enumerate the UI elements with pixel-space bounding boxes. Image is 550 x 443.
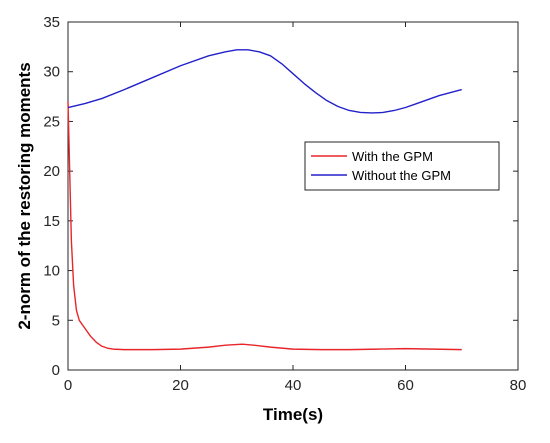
legend-label-2: Without the GPM — [352, 168, 451, 183]
y-axis-label: 2-norm of the restoring moments — [15, 62, 34, 329]
x-tick-label: 40 — [285, 377, 302, 394]
series-line-1 — [67, 101, 462, 351]
y-tick-label: 15 — [43, 213, 60, 230]
y-tick-label: 35 — [43, 14, 60, 31]
x-tick-label: 0 — [64, 377, 72, 394]
y-tick-label: 30 — [43, 64, 60, 81]
legend: With the GPM Without the GPM — [304, 141, 500, 191]
x-tick-label: 20 — [172, 377, 189, 394]
y-tick-label: 5 — [52, 312, 60, 329]
series-layer — [67, 49, 462, 351]
y-tick-label: 10 — [43, 263, 60, 280]
y-tick-label: 0 — [52, 362, 60, 379]
plot-frame — [67, 21, 519, 371]
x-tick-label: 80 — [510, 377, 527, 394]
legend-box — [304, 141, 500, 191]
series-line-2 — [67, 49, 462, 114]
y-tick-label: 25 — [43, 113, 60, 130]
x-axis-label: Time(s) — [263, 405, 323, 424]
axis-ticks: 0 20 40 60 80 0 5 10 15 20 25 30 35 — [43, 14, 526, 394]
x-tick-label: 60 — [397, 377, 414, 394]
legend-label-1: With the GPM — [352, 149, 433, 164]
plot-area — [67, 21, 519, 371]
y-tick-label: 20 — [43, 163, 60, 180]
